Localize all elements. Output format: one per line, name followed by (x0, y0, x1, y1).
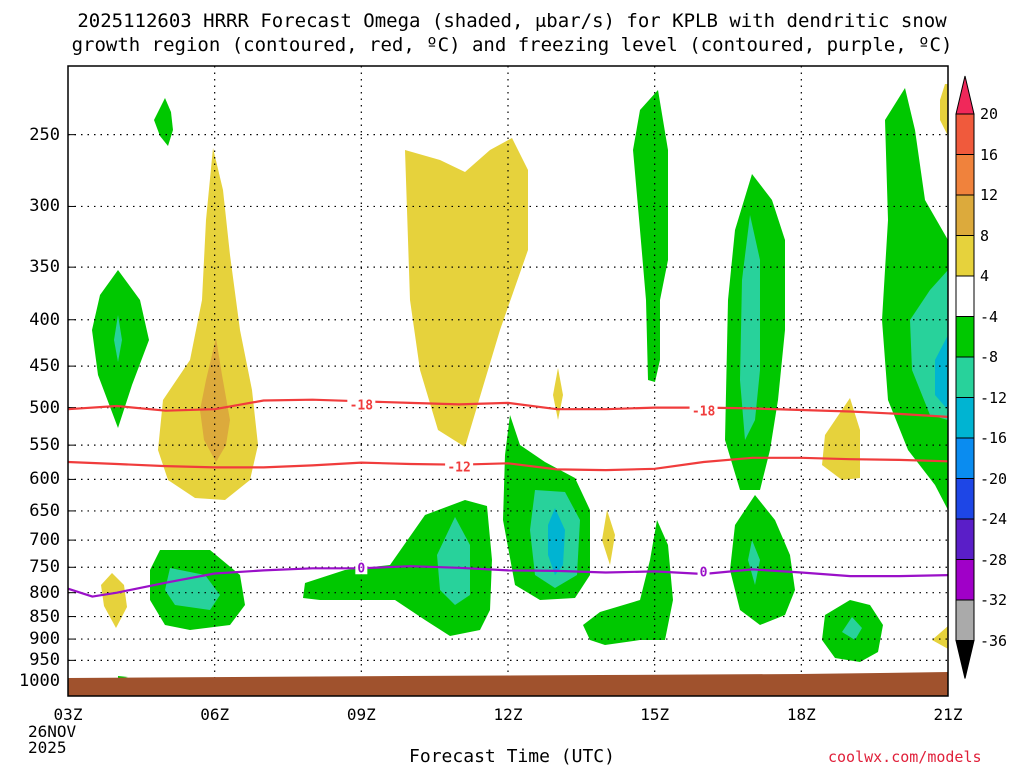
chart-title-line1: 2025112603 HRRR Forecast Omega (shaded, … (77, 10, 947, 32)
y-tick-label: 800 (29, 582, 60, 603)
y-tick-label: 750 (29, 557, 60, 578)
colorbar-label: -4 (980, 307, 999, 326)
omega-region-sink-e (602, 510, 615, 565)
x-tick-label: 03Z (53, 705, 83, 724)
y-tick-label: 550 (29, 435, 60, 456)
y-tick-label: 400 (29, 309, 60, 330)
omega-region-lift-j-core (842, 617, 862, 640)
plot-frame (67, 65, 949, 697)
colorbar-label: -12 (980, 388, 1008, 407)
colorbar-segment (955, 559, 975, 601)
omega-region-sink-h (932, 626, 948, 649)
contour-label: -12 (447, 461, 470, 476)
contour-label: -18 (350, 398, 374, 413)
start-date-day: 26NOV (28, 722, 77, 741)
contour-label-bg (689, 403, 718, 418)
colorbar-label: -32 (980, 591, 1008, 609)
contour-label: -18 (692, 405, 716, 420)
x-tick-label: 12Z (493, 705, 523, 724)
omega-region-lift-i-core (748, 540, 760, 585)
contour-label: 0 (700, 565, 708, 580)
colorbar-segment (955, 478, 975, 520)
x-tick-label: 18Z (786, 705, 816, 724)
colorbar-label: -36 (980, 631, 1008, 650)
omega-region-lift-e-core2 (548, 508, 565, 575)
x-tick-label: 06Z (200, 705, 230, 724)
y-tick-label: 350 (29, 257, 60, 278)
colorbar-label: 20 (980, 105, 999, 123)
contour-label-bg (445, 459, 474, 474)
omega-region-lift-f (633, 90, 668, 382)
contour-labels: -18 -18 -12 0 0 (347, 397, 718, 580)
contour-line--18 (67, 398, 949, 418)
y-tick-label: 300 (29, 196, 60, 217)
contour-label-bg (697, 564, 710, 579)
contour-line-0 (67, 565, 949, 598)
omega-region-sink-g (940, 84, 948, 136)
y-tick-label: 850 (29, 606, 60, 627)
y-tick-label: 450 (29, 356, 60, 377)
omega-region-sink-b (405, 138, 528, 447)
colorbar-label: 12 (980, 186, 999, 204)
colorbar-label: 16 (980, 145, 999, 164)
x-tick-label: 15Z (640, 705, 670, 724)
colorbar-segment (955, 397, 975, 439)
x-tick-label: 09Z (346, 705, 376, 724)
y-tick-label: 650 (29, 500, 60, 521)
colorbar-segment (955, 235, 975, 277)
site-credit: coolwx.com/models (828, 748, 982, 766)
omega-region-lift-d (303, 500, 492, 636)
omega-region-sink-c (101, 573, 127, 628)
colorbar-label: -20 (980, 469, 1008, 488)
colorbar-segment (955, 599, 975, 641)
colorbar-segment (955, 640, 975, 679)
contour-label-bg (355, 560, 368, 575)
omega-region-lift-b-core (114, 315, 122, 362)
colorbar-label: 8 (980, 226, 990, 245)
y-tick-label: 950 (29, 650, 60, 671)
colorbar-segment (955, 113, 975, 155)
colorbar-segment (955, 194, 975, 236)
y-tick-label: 700 (29, 530, 60, 551)
terrain-ground (68, 672, 948, 696)
colorbar-segment (955, 518, 975, 560)
colorbar-segment (955, 275, 975, 317)
contour-label: 0 (357, 561, 365, 576)
colorbar-label: -24 (980, 510, 1008, 528)
y-tick-label: 250 (29, 124, 60, 145)
omega-region-lift-i (730, 495, 795, 625)
colorbar-segment (955, 154, 975, 196)
contour-label-bg (347, 397, 376, 412)
omega-region-sink-a (158, 148, 258, 500)
y-tick-label: 600 (29, 469, 60, 490)
omega-region-lift-a (154, 98, 173, 146)
omega-region-lift-d-core (437, 517, 470, 605)
colorbar-label: 4 (980, 267, 990, 285)
contour-line--12 (67, 456, 949, 472)
omega-colorbar (955, 75, 975, 679)
y-tick-label: 1000 (19, 670, 60, 691)
x-tick-label: 21Z (933, 705, 963, 724)
colorbar-label: -16 (980, 429, 1008, 447)
colorbar-label: -8 (980, 348, 999, 366)
contour-lines (67, 398, 949, 598)
colorbar-segment (955, 316, 975, 358)
omega-region-lift-h-core (740, 215, 760, 440)
omega-region-lift-k-core2 (935, 335, 948, 410)
colorbar-segment (955, 75, 975, 115)
x-axis-title: Forecast Time (UTC) (409, 746, 615, 767)
colorbar-label: -28 (980, 550, 1008, 569)
start-date-year: 2025 (28, 738, 67, 757)
omega-region-sink-d (553, 368, 563, 420)
colorbar-segment (955, 356, 975, 398)
colorbar-segment (955, 437, 975, 479)
omega-region-lift-g (583, 520, 673, 645)
omega-region-sink-a-core (200, 338, 230, 462)
chart-title-line2: growth region (contoured, red, ºC) and f… (71, 34, 953, 56)
omega-region-lift-c-core (165, 568, 220, 610)
omega-region-lift-b (92, 270, 149, 428)
y-tick-label: 500 (29, 397, 60, 418)
y-tick-label: 900 (29, 629, 60, 650)
